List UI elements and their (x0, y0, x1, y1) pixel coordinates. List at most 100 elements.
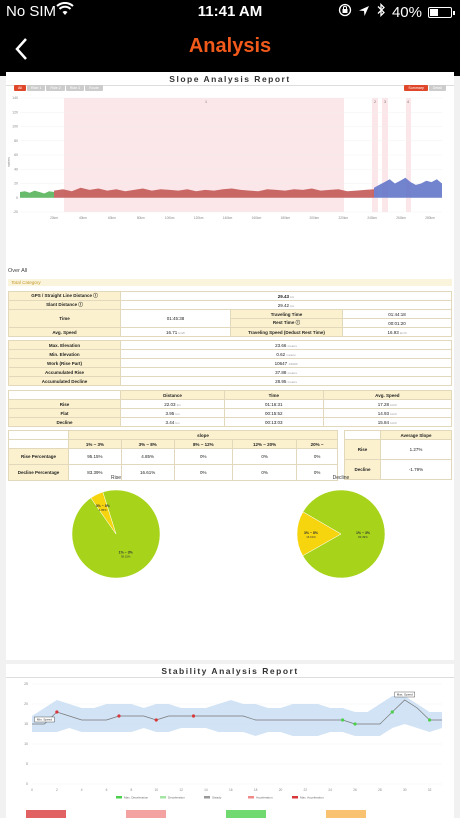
cell: 3.44 km (120, 417, 225, 427)
tab-route[interactable]: Route (85, 85, 103, 91)
series-area-flat (20, 190, 54, 198)
slope-elevation-chart[interactable]: 140 120 100 80 60 40 20 0 -20 meters 20km 40km 60km 8… (6, 92, 454, 237)
min-elevation-label: Min. Elevation (8, 349, 121, 359)
x-tick-label: 26 (353, 788, 357, 792)
deceleration-point (353, 722, 357, 726)
cell: 0% (296, 448, 338, 465)
slice-percent: 4.85% (99, 508, 107, 512)
bar-segment (226, 810, 266, 818)
x-tick-label: 8 (131, 788, 133, 792)
legend-label: Max. Deceleration (124, 796, 149, 800)
row-label: Rise (8, 399, 121, 409)
over-all-label: Over All (8, 268, 28, 274)
page-title: Analysis (188, 35, 272, 57)
x-tick-label: 24 (328, 788, 332, 792)
row-label: Rise (344, 439, 381, 460)
avg-speed-label: Avg. Speed (8, 327, 121, 337)
y-tick-label: 60 (14, 153, 18, 157)
legend-swatch (292, 796, 298, 799)
tab-all[interactable]: All (14, 85, 26, 91)
y-axis-label: meters (7, 157, 11, 167)
traveling-speed-label: Traveling Speed (Deduct Rest Time) (230, 327, 343, 337)
tab-ride-2[interactable]: Ride 2 (46, 85, 65, 91)
avg-speed-value: 16.71 km/h (120, 327, 231, 337)
min-elevation-value: 0.62 meters (120, 349, 452, 359)
acc-rise-value: 37.88 meters (120, 367, 452, 377)
rest-time-value: 00:01:20 (342, 318, 452, 328)
x-tick-label: 80km (137, 216, 145, 220)
legend-label: Steady (212, 796, 222, 800)
cell: 4.85% (120, 448, 175, 465)
legend-swatch (116, 796, 122, 799)
cell: 22.03 km (120, 399, 225, 409)
legend-swatch (248, 796, 254, 799)
cell: 0% (296, 464, 338, 481)
y-tick-label: 5 (26, 762, 28, 766)
tab-ride-3[interactable]: Ride 3 (65, 85, 85, 91)
col-avg-speed: Avg. Speed (322, 390, 453, 400)
cell: -1.79% (380, 459, 452, 480)
y-tick-label: 0 (26, 782, 28, 786)
acc-decline-value: 28.95 meters (120, 376, 452, 386)
y-tick-label: 140 (12, 96, 18, 100)
table-row: Rise Percentage 95.15% 4.85% 0% 0% 0% (8, 448, 338, 465)
max-elevation-value: 23.66 meters (120, 340, 452, 350)
x-tick-label: 260km (396, 216, 406, 220)
x-tick-label: 14 (204, 788, 208, 792)
bluetooth-icon (376, 2, 386, 21)
decline-pie-chart[interactable]: 1% ~ 3%83.39% 3% ~ 8%16.61% (291, 484, 391, 584)
slope-report-card: Slope Analysis Report All Ride 1 Ride 2 … (6, 72, 454, 660)
table-row: Rise 22.03 km 01:16:31 17.28 km/h (8, 399, 453, 409)
cell: 0% (173, 464, 233, 481)
y-tick-label: 25 (24, 682, 28, 686)
legend-label: Max. Acceleration (300, 796, 324, 800)
row-label: Rise Percentage (8, 448, 69, 465)
cell: 15.84 km/h (322, 417, 453, 427)
x-tick-label: 220km (338, 216, 348, 220)
info-icon[interactable]: ⓘ (93, 293, 98, 298)
x-tick-label: 18 (254, 788, 258, 792)
summary-toggle[interactable]: Summary (404, 85, 428, 91)
tab-ride-1[interactable]: Ride 1 (27, 85, 46, 91)
y-tick-label: 80 (14, 139, 18, 143)
slice-percent: 95.15% (121, 555, 131, 559)
location-icon (358, 4, 370, 21)
y-tick-label: 15 (24, 722, 28, 726)
info-icon[interactable]: ⓘ (78, 302, 83, 307)
bar-segment (326, 810, 366, 818)
slope-bin-header: 12% ~ 20% (231, 439, 298, 449)
rise-pie-chart[interactable]: 1% ~ 3%95.15% 3% ~ 8%4.85% (66, 484, 166, 584)
info-icon[interactable]: ⓘ (295, 320, 301, 325)
slope-bin-header: 20% ~ (296, 439, 338, 449)
wifi-icon (56, 2, 74, 20)
stability-report-card: Stability Analysis Report 25 20 15 10 5 0 0 2 4 6… (6, 664, 454, 818)
slice-percent: 83.39% (358, 535, 368, 539)
cell: 00:13:03 (223, 417, 324, 427)
pie-slice (90, 491, 117, 535)
cell: 14.93 km/h (322, 408, 453, 418)
back-button[interactable] (10, 34, 34, 64)
gps-distance-label: GPS / Straight Line Distance ⓘ (8, 291, 121, 301)
x-tick-label: 100km (165, 216, 175, 220)
traveling-time-value: 01:44:18 (342, 309, 452, 319)
cell: 16.61% (120, 464, 175, 481)
x-tick-label: 240km (367, 216, 377, 220)
carrier: No SIM (6, 3, 57, 20)
pie-slice (296, 511, 342, 557)
detail-toggle[interactable]: Detail (428, 85, 446, 91)
x-tick-label: 0 (31, 788, 33, 792)
cell: 3.95 km (120, 408, 225, 418)
x-tick-label: 60km (108, 216, 116, 220)
segment-marker: 4 (407, 100, 409, 104)
slope-bin-header: 8% ~ 12% (173, 439, 233, 449)
x-tick-label: 180km (281, 216, 291, 220)
x-tick-label: 6 (106, 788, 108, 792)
content-scroll[interactable]: Slope Analysis Report All Ride 1 Ride 2 … (0, 72, 460, 818)
x-tick-label: 28 (378, 788, 382, 792)
x-tick-label: 40km (79, 216, 87, 220)
y-tick-label: -20 (13, 210, 18, 214)
x-tick-label: 30 (403, 788, 407, 792)
segment-marker: 2 (374, 100, 376, 104)
